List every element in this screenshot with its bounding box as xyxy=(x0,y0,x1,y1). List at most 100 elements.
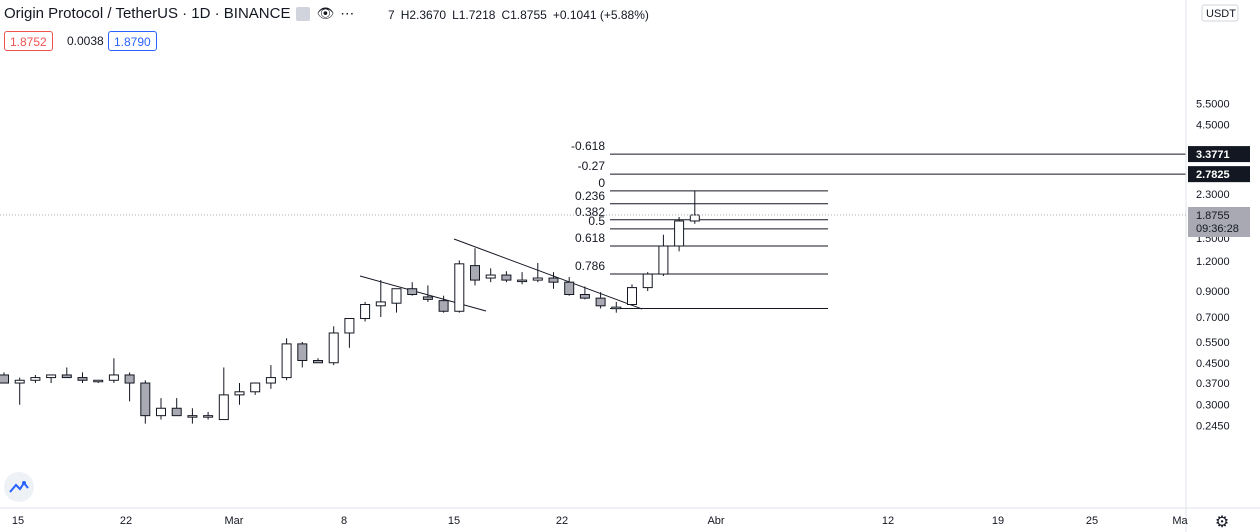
fib-level-label: 0.786 xyxy=(575,259,605,273)
symbol-title[interactable]: Origin Protocol / TetherUS · 1D · BINANC… xyxy=(4,5,291,22)
x-tick-label: 12 xyxy=(882,515,894,527)
trendline-2 xyxy=(453,238,643,310)
y-tick-label: 0.5500 xyxy=(1196,337,1230,349)
last-price-value: 1.8755 xyxy=(1196,210,1230,222)
settings-gear-icon: ⚙ xyxy=(1215,514,1229,531)
ohlc-readout: 7 H2.3670 L1.7218 C1.8755 +0.1041 (+5.88%) xyxy=(388,8,655,22)
candle-body xyxy=(328,332,339,364)
y-tick-label: 0.9000 xyxy=(1196,286,1230,298)
x-tick-label: Ma xyxy=(1172,515,1188,527)
x-tick-label: 15 xyxy=(448,515,460,527)
candle-body xyxy=(422,296,433,300)
y-tick-label: 0.7000 xyxy=(1196,312,1230,324)
fib-level-label: 0.618 xyxy=(575,231,605,245)
bid-price-box[interactable]: 1.8752 xyxy=(4,31,53,51)
candle-body xyxy=(46,374,57,379)
candle-body xyxy=(156,407,166,417)
candlestick-series xyxy=(0,190,700,424)
candle-body xyxy=(407,288,418,296)
candle-body xyxy=(454,263,465,312)
candle-body xyxy=(108,374,119,381)
candle-body xyxy=(501,274,512,281)
candle-body xyxy=(627,287,637,305)
ohlc-change: +0.1041 (+5.88%) xyxy=(552,8,649,22)
ohlc-prefix: 7 xyxy=(388,8,395,22)
candle-body xyxy=(485,274,496,279)
compare-icon[interactable] xyxy=(296,6,311,21)
candle-body xyxy=(548,277,559,283)
candle-body xyxy=(297,343,308,361)
ask-price-box[interactable]: 1.8790 xyxy=(108,31,157,51)
candle-body xyxy=(234,391,245,396)
x-tick-label: Mar xyxy=(225,515,244,527)
candle-body xyxy=(658,245,669,275)
candle-body xyxy=(642,273,653,289)
price-tag-label: 3.3771 xyxy=(1196,149,1230,161)
candle-body xyxy=(674,220,685,247)
fib-level-label: 0.236 xyxy=(575,189,605,203)
fib-level-label: -0.27 xyxy=(578,159,606,173)
candle-body xyxy=(140,382,151,417)
candle-body xyxy=(281,343,292,379)
candle-body xyxy=(313,359,323,364)
countdown-value: 09:36:28 xyxy=(1196,223,1239,235)
fib-level-label: 0 xyxy=(598,176,605,190)
x-tick-label: 25 xyxy=(1086,515,1098,527)
chart-header: Origin Protocol / TetherUS · 1D · BINANC… xyxy=(4,5,355,22)
candle-body xyxy=(203,415,214,418)
y-tick-label: 0.3000 xyxy=(1196,400,1230,412)
currency-label-box xyxy=(1201,4,1239,22)
spread-value: 0.0038 xyxy=(67,34,104,48)
x-tick-label: Abr xyxy=(707,515,724,527)
y-tick-label: 0.3700 xyxy=(1196,378,1230,390)
y-tick-label: 2.3000 xyxy=(1196,189,1230,201)
fib-level-label: -0.618 xyxy=(571,139,605,153)
candle-body xyxy=(0,374,9,384)
candle-body xyxy=(187,415,198,418)
price-tag xyxy=(1188,146,1250,163)
x-tick-label: 15 xyxy=(12,515,24,527)
candle-body xyxy=(77,377,88,381)
candle-body xyxy=(30,377,41,381)
candle-body xyxy=(124,374,135,384)
x-tick-label: 22 xyxy=(556,515,568,527)
candle-body xyxy=(517,279,528,283)
ohlc-close: C1.8755 xyxy=(501,8,547,22)
x-tick-label: 8 xyxy=(341,515,347,527)
candle-body xyxy=(344,318,355,334)
last-price-tag xyxy=(1188,206,1250,237)
candle-body xyxy=(375,301,386,307)
candle-body xyxy=(250,382,261,393)
y-tick-label: 4.5000 xyxy=(1196,119,1230,131)
fib-level-label: 0.5 xyxy=(588,214,605,228)
x-tick-label: 22 xyxy=(120,515,132,527)
more-icon[interactable]: ⋯ xyxy=(340,5,356,21)
candle-body xyxy=(14,379,25,384)
eye-icon[interactable]: 👁 xyxy=(316,5,335,21)
candle-body xyxy=(689,214,700,222)
candle-body xyxy=(171,407,182,417)
candle-body xyxy=(564,281,575,296)
candle-body xyxy=(265,377,276,384)
currency-label: USDT xyxy=(1206,8,1236,20)
candle-body xyxy=(532,277,543,281)
candle-body xyxy=(391,288,402,304)
y-tick-label: 0.2450 xyxy=(1196,421,1230,433)
candle-body xyxy=(470,265,480,281)
candle-body xyxy=(611,306,622,310)
y-tick-label: 5.5000 xyxy=(1196,99,1230,111)
candle-body xyxy=(595,297,606,307)
candle-body xyxy=(93,379,104,383)
candle-body xyxy=(61,374,72,379)
ohlc-high: H2.3670 xyxy=(400,8,447,22)
candle-body xyxy=(579,294,590,299)
candle-body xyxy=(360,303,371,320)
tradingview-logo-icon[interactable] xyxy=(4,472,34,502)
y-tick-label: 1.2000 xyxy=(1196,256,1230,268)
y-tick-label: 0.4500 xyxy=(1196,358,1230,370)
ohlc-low: L1.7218 xyxy=(452,8,496,22)
x-tick-label: 19 xyxy=(992,515,1004,527)
candle-body xyxy=(438,300,449,312)
